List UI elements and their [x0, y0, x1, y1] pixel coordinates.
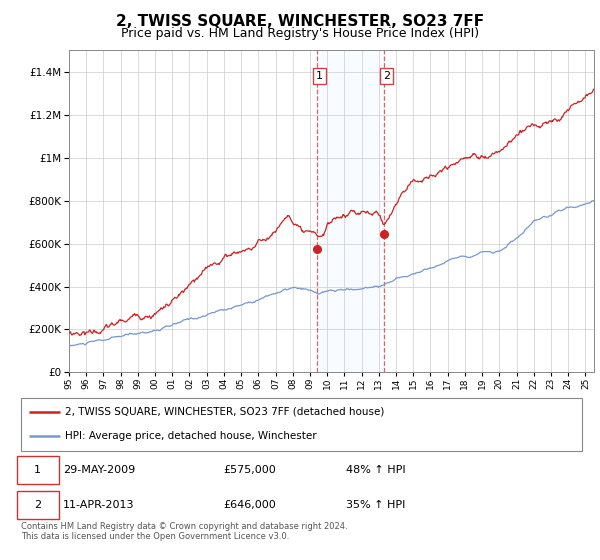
Text: 2: 2: [34, 500, 41, 510]
Text: 2, TWISS SQUARE, WINCHESTER, SO23 7FF (detached house): 2, TWISS SQUARE, WINCHESTER, SO23 7FF (d…: [65, 407, 384, 417]
Text: 2: 2: [383, 71, 390, 81]
Text: 2, TWISS SQUARE, WINCHESTER, SO23 7FF: 2, TWISS SQUARE, WINCHESTER, SO23 7FF: [116, 14, 484, 29]
Text: 1: 1: [34, 465, 41, 475]
Text: Price paid vs. HM Land Registry's House Price Index (HPI): Price paid vs. HM Land Registry's House …: [121, 27, 479, 40]
Text: 48% ↑ HPI: 48% ↑ HPI: [346, 465, 406, 475]
FancyBboxPatch shape: [17, 455, 59, 484]
Text: 11-APR-2013: 11-APR-2013: [63, 500, 134, 510]
Text: HPI: Average price, detached house, Winchester: HPI: Average price, detached house, Winc…: [65, 431, 316, 441]
FancyBboxPatch shape: [17, 491, 59, 519]
Text: 29-MAY-2009: 29-MAY-2009: [63, 465, 136, 475]
Text: Contains HM Land Registry data © Crown copyright and database right 2024.
This d: Contains HM Land Registry data © Crown c…: [21, 522, 347, 542]
Text: £575,000: £575,000: [223, 465, 276, 475]
Text: 1: 1: [316, 71, 323, 81]
Text: 35% ↑ HPI: 35% ↑ HPI: [346, 500, 406, 510]
Bar: [317, 50, 383, 372]
FancyBboxPatch shape: [21, 398, 582, 451]
Text: £646,000: £646,000: [223, 500, 276, 510]
